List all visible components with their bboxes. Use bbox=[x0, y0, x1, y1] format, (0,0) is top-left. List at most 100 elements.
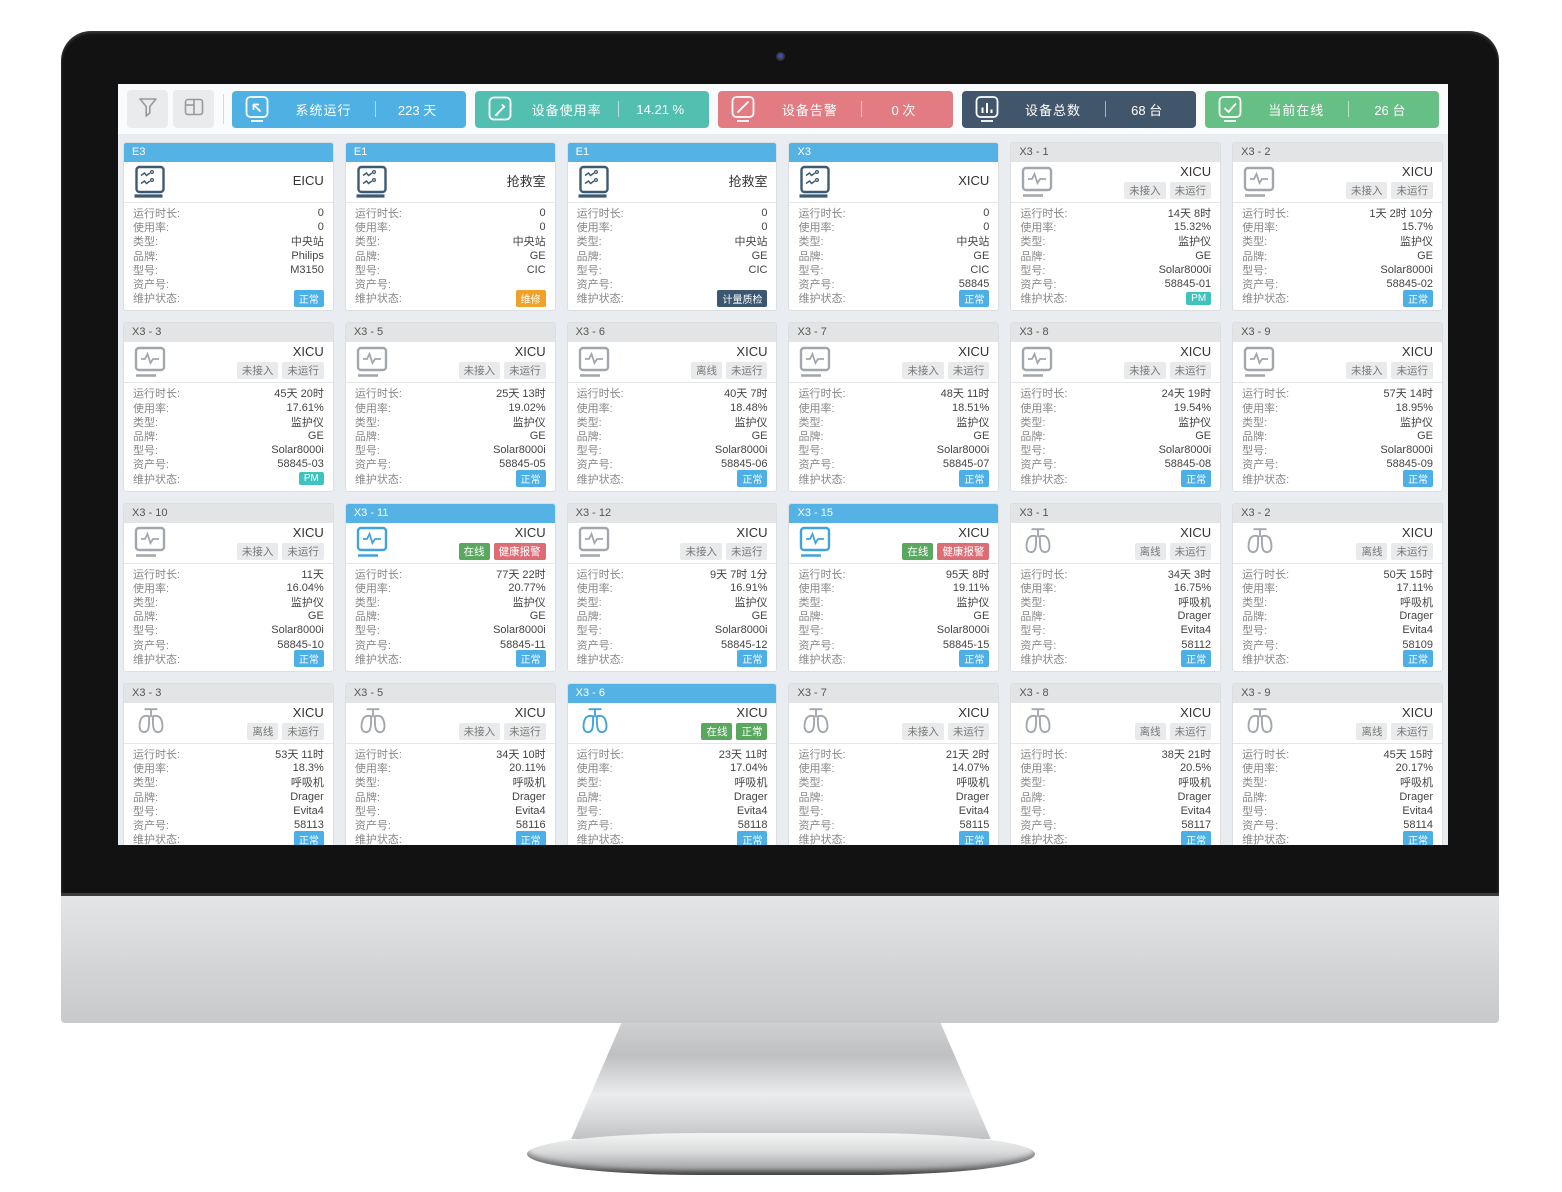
central-station-icon bbox=[577, 165, 621, 198]
field-value: 58112 bbox=[1181, 638, 1212, 651]
field-row-model: 型号: Evita4 bbox=[1242, 623, 1433, 637]
field-label: 类型: bbox=[354, 597, 380, 610]
card-info: XICU 未接入 未运行 bbox=[124, 523, 333, 563]
device-card[interactable]: X3 - 9 XICU 离线 未运行 运行时长: 45天 15时 使用率: 20.17%… bbox=[1232, 682, 1443, 845]
device-card[interactable]: X3 - 5 XICU 未接入 未运行 运行时长: 34天 10时 使用率: 20.11… bbox=[344, 682, 556, 845]
central-station-icon bbox=[133, 165, 177, 198]
field-label: 运行时长: bbox=[1020, 208, 1068, 221]
device-card[interactable]: X3 - 12 XICU 未接入 未运行 运行时长: 9天 7时 1分 使用率: 16.… bbox=[566, 502, 778, 672]
device-card[interactable]: X3 - 6 XICU 离线 未运行 运行时长: 40天 7时 使用率: 18.48% 类… bbox=[566, 322, 778, 492]
status-badges: 未接入 未运行 bbox=[1124, 182, 1212, 199]
device-card[interactable]: X3 - 8 XICU 未接入 未运行 运行时长: 24天 19时 使用率: 19.54… bbox=[1010, 322, 1222, 492]
field-value: GE bbox=[751, 249, 768, 262]
device-location: XICU bbox=[736, 704, 768, 720]
field-row-usage: 使用率: 20.5% bbox=[1020, 761, 1211, 775]
field-row-runtime: 运行时长: 34天 3时 bbox=[1020, 567, 1211, 581]
device-id: X3 - 1 bbox=[1019, 146, 1049, 158]
field-value: 16.04% bbox=[286, 581, 324, 594]
field-value: GE bbox=[307, 429, 324, 442]
device-card[interactable]: X3 - 1 XICU 未接入 未运行 运行时长: 14天 8时 使用率: 15.32%… bbox=[1010, 142, 1222, 312]
device-card[interactable]: X3 - 11 XICU 在线 健康报警 运行时长: 77天 22时 使用率: 20.7… bbox=[344, 502, 556, 672]
maintenance-badge: PM bbox=[298, 472, 324, 486]
field-label: 类型: bbox=[1020, 416, 1046, 429]
field-label: 使用率: bbox=[354, 402, 391, 415]
field-row-model: 型号: Solar8000i bbox=[355, 623, 546, 637]
card-info: XICU 未接入 未运行 bbox=[1233, 162, 1442, 202]
field-value: GE bbox=[973, 610, 990, 623]
device-card[interactable]: X3 - 2 XICU 离线 未运行 运行时长: 50天 15时 使用率: 17.11%… bbox=[1232, 502, 1443, 672]
field-label: 类型: bbox=[354, 777, 380, 790]
maintenance-badge: 正常 bbox=[737, 470, 768, 488]
device-card[interactable]: X3 - 3 XICU 离线 未运行 运行时长: 53天 11时 使用率: 18.3% 类… bbox=[123, 682, 334, 845]
device-card[interactable]: X3 - 10 XICU 未接入 未运行 运行时长: 11天 使用率: 16.04% 类型… bbox=[123, 502, 334, 672]
field-value: 11天 bbox=[301, 568, 324, 581]
field-row-asset: 资产号: 58118 bbox=[577, 818, 768, 832]
field-value: GE bbox=[1417, 249, 1433, 262]
field-label: 使用率: bbox=[354, 582, 391, 595]
device-location: XICU bbox=[514, 704, 546, 720]
maintenance-badge: 正常 bbox=[959, 470, 990, 488]
device-card[interactable]: X3 - 2 XICU 未接入 未运行 运行时长: 1天 2时 10分 使用率: 15.… bbox=[1232, 142, 1443, 312]
device-card[interactable]: X3 - 5 XICU 未接入 未运行 运行时长: 25天 13时 使用率: 19.02… bbox=[344, 322, 556, 492]
status-badges: 未接入 未运行 bbox=[236, 542, 324, 560]
field-label: 资产号: bbox=[798, 459, 835, 472]
filter-button[interactable] bbox=[127, 90, 168, 128]
field-label: 运行时长: bbox=[354, 208, 402, 221]
maintenance-badge: 计量质检 bbox=[717, 289, 768, 307]
card-header: X3 - 3 bbox=[124, 683, 333, 703]
field-value: 呼吸机 bbox=[290, 777, 324, 790]
field-label: 维护状态: bbox=[1242, 653, 1290, 666]
field-label: 型号: bbox=[354, 625, 380, 638]
field-label: 类型: bbox=[798, 416, 824, 429]
field-row-asset: 资产号: 58845-15 bbox=[798, 638, 989, 652]
device-card[interactable]: X3 - 7 XICU 未接入 未运行 运行时长: 21天 2时 使用率: 14.07%… bbox=[788, 682, 1000, 845]
field-row-brand: 品牌: Drager bbox=[1020, 790, 1211, 804]
field-row-brand: 品牌: GE bbox=[355, 249, 546, 263]
device-card[interactable]: E1 抢救室 运行时长: 0 使用率: 0 类型: 中央站 品牌: GE 型号: CIC 资产号: 维… bbox=[344, 142, 556, 312]
field-value: 48天 11时 bbox=[940, 388, 990, 401]
status-badge: 未运行 bbox=[282, 542, 324, 560]
card-meta: XICU 未接入 未运行 bbox=[399, 704, 546, 740]
field-label: 使用率: bbox=[1020, 222, 1057, 235]
field-label: 型号: bbox=[1020, 625, 1046, 638]
field-label: 使用率: bbox=[798, 582, 835, 595]
field-label: 品牌: bbox=[576, 791, 602, 804]
device-card[interactable]: X3 - 6 XICU 在线 正常 运行时长: 23天 11时 使用率: 17.04% 类… bbox=[566, 682, 778, 845]
card-fields: 运行时长: 0 使用率: 0 类型: 中央站 品牌: GE 型号: CIC 资产号: 58845 维护状… bbox=[789, 202, 999, 310]
device-card[interactable]: X3 - 3 XICU 未接入 未运行 运行时长: 45天 20时 使用率: 17.61… bbox=[123, 322, 334, 492]
device-card[interactable]: E3 EICU 运行时长: 0 使用率: 0 类型: 中央站 品牌: Philips 型号: M3… bbox=[123, 142, 334, 312]
card-header: X3 - 10 bbox=[124, 503, 333, 523]
device-card[interactable]: X3 - 1 XICU 离线 未运行 运行时长: 34天 3时 使用率: 16.75% 类… bbox=[1010, 502, 1222, 672]
device-card[interactable]: E1 抢救室 运行时长: 0 使用率: 0 类型: 中央站 品牌: GE 型号: CIC 资产号: 维… bbox=[566, 142, 778, 312]
field-row-asset: 资产号: bbox=[133, 277, 324, 291]
device-card[interactable]: X3 - 7 XICU 未接入 未运行 运行时长: 48天 11时 使用率: 18.51… bbox=[788, 322, 1000, 492]
device-card[interactable]: X3 - 9 XICU 未接入 未运行 运行时长: 57天 14时 使用率: 18.95… bbox=[1232, 322, 1443, 492]
field-label: 使用率: bbox=[798, 402, 835, 415]
card-header: X3 - 3 bbox=[124, 323, 333, 343]
monitor-icon bbox=[577, 526, 621, 559]
status-badge: 未接入 bbox=[902, 722, 944, 740]
field-label: 型号: bbox=[798, 805, 824, 818]
field-row-type: 类型: 呼吸机 bbox=[798, 775, 989, 789]
field-value: Drager bbox=[955, 790, 990, 803]
device-card[interactable]: X3 - 8 XICU 离线 未运行 运行时长: 38天 21时 使用率: 20.5% 类… bbox=[1010, 682, 1222, 845]
device-id: X3 - 3 bbox=[132, 326, 162, 339]
field-label: 资产号: bbox=[354, 459, 391, 472]
device-card[interactable]: X3 XICU 运行时长: 0 使用率: 0 类型: 中央站 品牌: GE 型号: CIC 资产号:… bbox=[788, 142, 1000, 312]
monitor-icon bbox=[798, 526, 842, 559]
ventilator-lungs-icon bbox=[1020, 706, 1064, 739]
field-row-brand: 品牌: GE bbox=[577, 429, 768, 443]
field-row-usage: 使用率: 19.54% bbox=[1020, 401, 1211, 415]
field-row-usage: 使用率: 17.04% bbox=[577, 761, 768, 775]
device-card[interactable]: X3 - 15 XICU 在线 健康报警 运行时长: 95天 8时 使用率: 19.11… bbox=[788, 502, 1000, 672]
field-row-type: 类型: 呼吸机 bbox=[1242, 775, 1433, 789]
field-label: 使用率: bbox=[354, 763, 391, 776]
layout-button[interactable] bbox=[173, 90, 214, 128]
field-row-maintenance: 维护状态: 正常 bbox=[798, 470, 990, 488]
maintenance-badge: 正常 bbox=[515, 470, 546, 488]
maintenance-badge: 正常 bbox=[515, 830, 546, 845]
field-label: 维护状态: bbox=[133, 473, 181, 486]
field-value: 38天 21时 bbox=[1161, 749, 1212, 762]
field-row-model: 型号: Solar8000i bbox=[577, 623, 768, 637]
field-label: 运行时长: bbox=[133, 208, 181, 221]
